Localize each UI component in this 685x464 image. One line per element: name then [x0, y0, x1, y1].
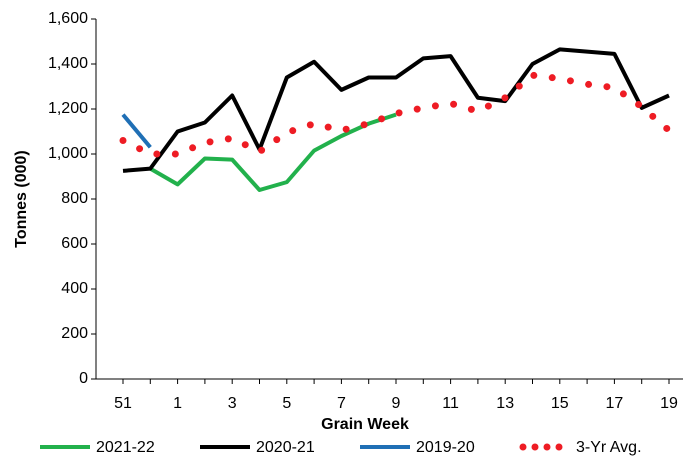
y-tick-label: 600	[61, 235, 88, 252]
x-axis-title: Grain Week	[321, 416, 409, 433]
x-tick-label: 15	[551, 395, 569, 412]
series-line	[149, 112, 397, 192]
x-tick-label: 17	[606, 395, 624, 412]
y-tick-label: 1,600	[48, 10, 88, 27]
legend-label: 3-Yr Avg.	[576, 439, 642, 456]
x-tick-label: 51	[114, 395, 132, 412]
y-axis-title: Tonnes (000)	[13, 150, 30, 248]
series-line	[122, 47, 670, 173]
x-tick-label: 9	[392, 395, 401, 412]
x-tick-label: 3	[228, 395, 237, 412]
x-tick-label: 13	[496, 395, 514, 412]
series-line	[121, 113, 152, 149]
x-tick-label: 11	[442, 395, 459, 412]
y-tick-label: 400	[61, 280, 88, 297]
series-line	[119, 71, 673, 158]
y-tick-label: 1,000	[48, 145, 88, 162]
y-tick-label: 1,200	[48, 100, 88, 117]
legend-label: 2019-20	[416, 439, 475, 456]
x-tick-label: 19	[660, 395, 678, 412]
x-tick-label: 5	[282, 395, 291, 412]
legend-label: 2020-21	[256, 439, 315, 456]
y-tick-label: 1,400	[48, 55, 88, 72]
x-tick-label: 7	[337, 395, 346, 412]
y-tick-label: 200	[61, 325, 88, 342]
y-tick-label: 0	[79, 370, 88, 387]
y-tick-label: 800	[61, 190, 88, 207]
legend-label: 2021-22	[96, 439, 155, 456]
x-tick-label: 1	[173, 395, 182, 412]
